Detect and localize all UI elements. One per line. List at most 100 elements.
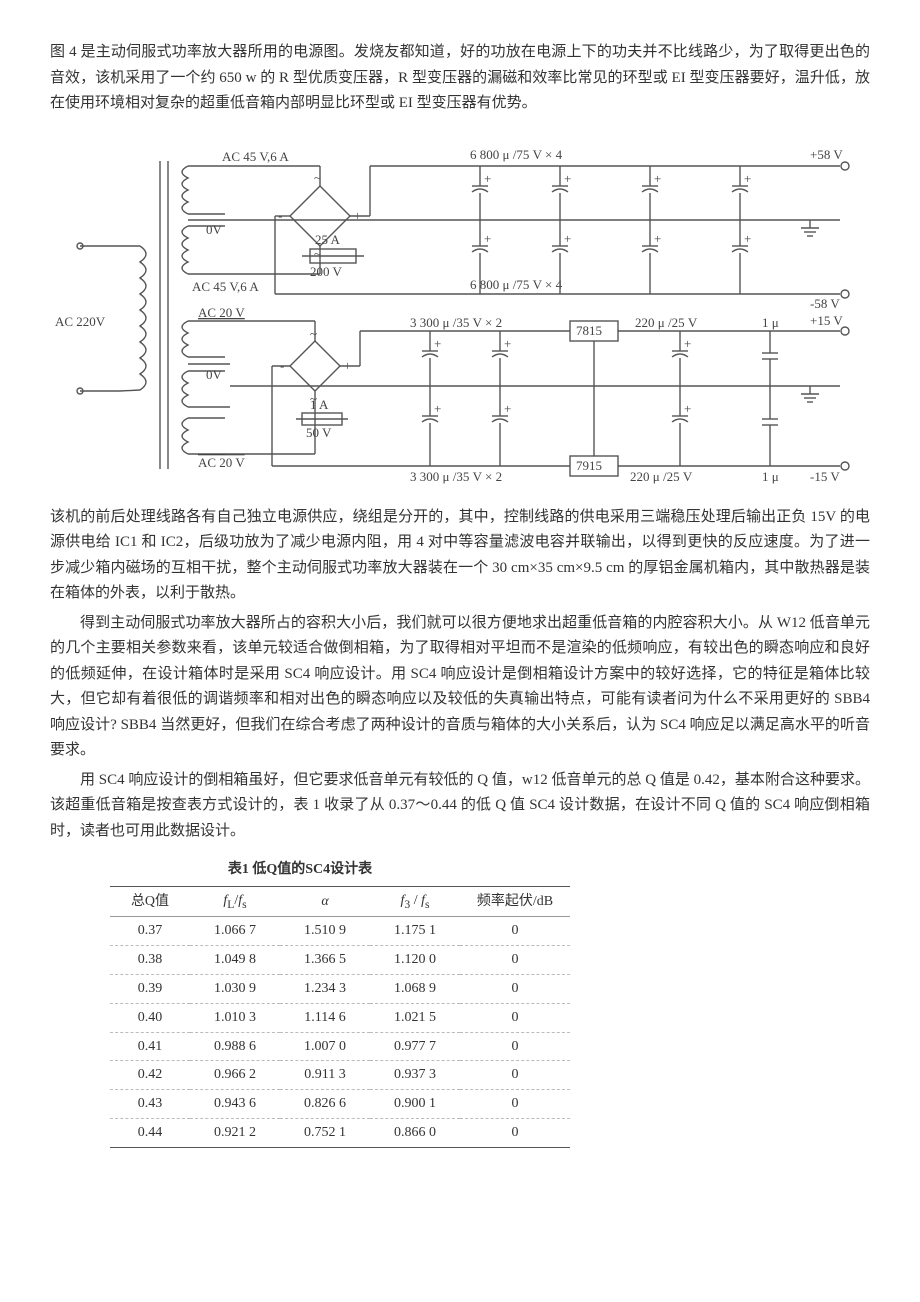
table-cell: 0.921 2 [190,1119,280,1148]
paragraph-4: 用 SC4 响应设计的倒相箱虽好，但它要求低音单元有较低的 Q 值，w12 低音… [50,768,870,845]
table-1-sc4-design: 表1 低Q值的SC4设计表 总Q值fL/fsαf3 / fs频率起伏/dB 0.… [110,858,870,1148]
svg-text:+: + [564,231,571,246]
table-row: 0.381.049 81.366 51.120 00 [110,946,570,975]
lbl-capsml-bot: 3 300 μ /35 V × 2 [410,469,502,484]
table-cell: 1.120 0 [370,946,460,975]
table-cell: 1.366 5 [280,946,370,975]
lbl-c220-bot: 220 μ /25 V [630,469,693,484]
table-cell: 0.937 3 [370,1061,460,1090]
table-cell: 1.510 9 [280,917,370,946]
svg-text:+: + [684,336,691,351]
lbl-capsml-top: 3 300 μ /35 V × 2 [410,315,502,330]
table-cell: 0 [460,1003,570,1032]
table-cell: 0 [460,1061,570,1090]
table-cell: 1.007 0 [280,1032,370,1061]
table-cell: 0 [460,946,570,975]
table-cell: 0 [460,1090,570,1119]
lbl-fuse1v: 200 V [310,264,343,279]
lbl-1u-bot: 1 μ [762,469,779,484]
lbl-0v-1: 0V [206,222,223,237]
table-title: 表1 低Q值的SC4设计表 [110,858,490,882]
lbl-p58: +58 V [810,147,843,162]
svg-text:+: + [744,231,751,246]
table-cell: 0.42 [110,1061,190,1090]
table-row: 0.430.943 60.826 60.900 10 [110,1090,570,1119]
paragraph-1: 图 4 是主动伺服式功率放大器所用的电源图。发烧友都知道，好的功放在电源上下的功… [50,40,870,117]
lbl-1u-top: 1 μ [762,315,779,330]
lbl-0v-2: 0V [206,367,223,382]
table-cell: 0 [460,975,570,1004]
col-header: 频率起伏/dB [460,886,570,917]
table-cell: 1.175 1 [370,917,460,946]
table-cell: 0.988 6 [190,1032,280,1061]
lbl-ac45-top: AC 45 V,6 A [222,149,289,164]
svg-text:~: ~ [310,326,317,341]
svg-text:+: + [504,336,511,351]
svg-text:+: + [564,171,571,186]
table-row: 0.440.921 20.752 10.866 00 [110,1119,570,1148]
col-header: f3 / fs [370,886,460,917]
lbl-capbig-bot: 6 800 μ /75 V × 4 [470,277,563,292]
lbl-ac45-bot: AC 45 V,6 A [192,279,259,294]
lbl-ac20-bot: AC 20 V [198,455,245,470]
lbl-ac220v: AC 220V [55,314,106,329]
table-cell: 0.40 [110,1003,190,1032]
svg-text:+: + [654,231,661,246]
svg-text:+: + [684,401,691,416]
lbl-n58: -58 V [810,296,840,311]
col-header: α [280,886,370,917]
table-row: 0.401.010 31.114 61.021 50 [110,1003,570,1032]
lbl-fuse2v: 50 V [306,425,332,440]
table-cell: 0.44 [110,1119,190,1148]
table-cell: 1.049 8 [190,946,280,975]
table-cell: 0.37 [110,917,190,946]
table-cell: 0.911 3 [280,1061,370,1090]
paragraph-2: 该机的前后处理线路各有自己独立电源供应，绕组是分开的，其中，控制线路的供电采用三… [50,505,870,607]
table-cell: 0.38 [110,946,190,975]
svg-text:+: + [484,231,491,246]
table-cell: 0.866 0 [370,1119,460,1148]
table-row: 0.391.030 91.234 31.068 90 [110,975,570,1004]
paragraph-3: 得到主动伺服式功率放大器所占的容积大小后，我们就可以很方便地求出超重低音箱的内腔… [50,611,870,764]
table-cell: 0.39 [110,975,190,1004]
table-cell: 1.030 9 [190,975,280,1004]
table-cell: 0 [460,1119,570,1148]
table-cell: 1.114 6 [280,1003,370,1032]
table-cell: 1.066 7 [190,917,280,946]
table-cell: 0.943 6 [190,1090,280,1119]
table-cell: 0.43 [110,1090,190,1119]
table-cell: 1.234 3 [280,975,370,1004]
lbl-7915: 7915 [576,458,602,473]
table-cell: 0.977 7 [370,1032,460,1061]
lbl-c220-top: 220 μ /25 V [635,315,698,330]
svg-text:+: + [434,336,441,351]
table-cell: 1.010 3 [190,1003,280,1032]
table-cell: 0.752 1 [280,1119,370,1148]
table-row: 0.410.988 61.007 00.977 70 [110,1032,570,1061]
table-cell: 0 [460,917,570,946]
table-cell: 0 [460,1032,570,1061]
svg-text:+: + [484,171,491,186]
table-cell: 0.826 6 [280,1090,370,1119]
table-row: 0.420.966 20.911 30.937 30 [110,1061,570,1090]
figure-4-power-supply-schematic: AC 220V 0V AC 45 V,6 A AC 45 V,6 A 0V [50,131,870,491]
lbl-n15: -15 V [810,469,840,484]
col-header: 总Q值 [110,886,190,917]
table-row: 0.371.066 71.510 91.175 10 [110,917,570,946]
table-cell: 0.966 2 [190,1061,280,1090]
sc4-table: 总Q值fL/fsαf3 / fs频率起伏/dB 0.371.066 71.510… [110,886,570,1148]
lbl-ac20-top: AC 20 V [198,305,245,320]
lbl-7815: 7815 [576,323,602,338]
lbl-capbig-top: 6 800 μ /75 V × 4 [470,147,563,162]
svg-text:+: + [434,401,441,416]
schematic-svg: AC 220V 0V AC 45 V,6 A AC 45 V,6 A 0V [50,131,870,491]
table-cell: 1.068 9 [370,975,460,1004]
svg-text:+: + [744,171,751,186]
svg-text:+: + [504,401,511,416]
col-header: fL/fs [190,886,280,917]
lbl-fuse2a: 1 A [310,397,329,412]
table-cell: 0.41 [110,1032,190,1061]
lbl-p15: +15 V [810,313,843,328]
table-cell: 1.021 5 [370,1003,460,1032]
svg-text:+: + [654,171,661,186]
